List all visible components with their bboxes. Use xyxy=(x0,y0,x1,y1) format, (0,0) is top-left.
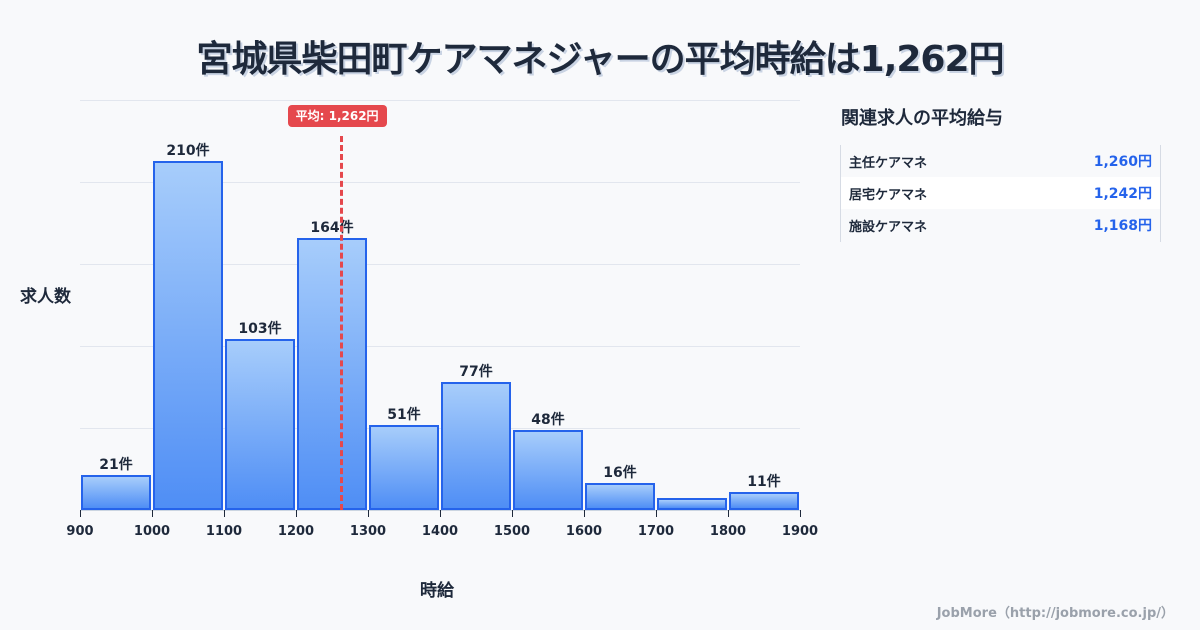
gridline xyxy=(80,428,800,429)
job-name: 施設ケアマネ xyxy=(849,219,928,235)
x-tick-label: 1600 xyxy=(565,524,603,539)
x-tick-label: 1900 xyxy=(781,524,819,539)
source-credit: JobMore（http://jobmore.co.jp/） xyxy=(936,606,1174,621)
related-salary-row: 施設ケアマネ 1,168円 xyxy=(841,209,1160,241)
bar-value-label: 51件 xyxy=(387,407,421,424)
histogram-bar xyxy=(585,483,655,510)
gridline xyxy=(80,100,800,101)
bar-value-label: 77件 xyxy=(459,364,493,381)
x-tick xyxy=(584,510,585,517)
x-tick-label: 1700 xyxy=(637,524,675,539)
histogram-bar xyxy=(225,339,295,510)
x-tick xyxy=(656,510,657,517)
bar-value-label: 48件 xyxy=(531,412,565,429)
histogram-bar xyxy=(153,161,223,510)
bar-value-label: 103件 xyxy=(238,321,282,338)
histogram-bar xyxy=(297,237,367,510)
related-salary-title: 関連求人の平均給与 xyxy=(841,108,1003,129)
related-salary-table: 主任ケアマネ 1,260円 居宅ケアマネ 1,242円 施設ケアマネ 1,168… xyxy=(840,145,1161,242)
x-tick-label: 900 xyxy=(66,524,94,539)
x-tick-label: 1400 xyxy=(421,524,459,539)
average-badge: 平均: 1,262円 xyxy=(287,105,387,127)
job-salary: 1,260円 xyxy=(1093,154,1152,170)
job-name: 主任ケアマネ xyxy=(849,155,928,171)
histogram-bar xyxy=(441,382,511,510)
x-tick xyxy=(800,510,801,517)
related-salary-row: 主任ケアマネ 1,260円 xyxy=(841,145,1160,177)
x-tick xyxy=(224,510,225,517)
x-tick xyxy=(512,510,513,517)
bar-value-label: 210件 xyxy=(166,143,210,160)
x-axis-label: 時給 xyxy=(420,581,454,601)
bar-value-label: 16件 xyxy=(603,465,637,482)
histogram-bar xyxy=(369,425,439,510)
x-tick xyxy=(80,510,81,517)
x-tick-label: 1000 xyxy=(133,524,171,539)
x-tick-label: 1100 xyxy=(205,524,243,539)
x-tick xyxy=(440,510,441,517)
y-axis-label: 求人数 xyxy=(20,287,71,307)
histogram-bar xyxy=(81,475,151,510)
gridline xyxy=(80,182,800,183)
x-tick-label: 1800 xyxy=(709,524,747,539)
bar-value-label: 11件 xyxy=(747,473,781,490)
histogram-chart: 21件 210件 103件 164件 51件 77件 48件 16件 11件 900 1000 11… xyxy=(20,100,818,601)
x-tick-label: 1300 xyxy=(349,524,387,539)
x-tick-label: 1200 xyxy=(277,524,315,539)
gridline xyxy=(80,346,800,347)
x-tick xyxy=(152,510,153,517)
histogram-bar xyxy=(657,498,727,510)
chart-title: 宮城県柴田町ケアマネジャーの平均時給は1,262円 xyxy=(196,39,1004,80)
x-tick-label: 1500 xyxy=(493,524,531,539)
related-salary-row: 居宅ケアマネ 1,242円 xyxy=(841,177,1160,209)
x-tick xyxy=(728,510,729,517)
gridline xyxy=(80,264,800,265)
histogram-bar xyxy=(729,491,799,510)
job-name: 居宅ケアマネ xyxy=(849,187,928,203)
histogram-bar xyxy=(513,430,583,510)
job-salary: 1,168円 xyxy=(1093,218,1152,234)
bar-value-label: 21件 xyxy=(99,457,133,474)
job-salary: 1,242円 xyxy=(1093,186,1152,202)
bar-value-label: 164件 xyxy=(310,219,354,236)
x-tick xyxy=(368,510,369,517)
x-tick xyxy=(296,510,297,517)
average-line xyxy=(339,136,343,510)
